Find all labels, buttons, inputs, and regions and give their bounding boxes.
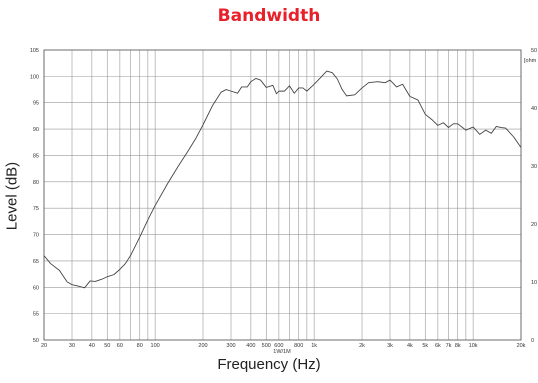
x-tick-label: 30	[69, 343, 75, 349]
y2-tick-label: 10	[531, 280, 537, 286]
y2-tick-label: 20	[531, 222, 537, 228]
x-tick-labels: 20 30 40 50 60 80 100 200 300 400 500 600 800 1k 2k 3k 4…	[41, 343, 526, 349]
x-tick-label: 6k	[435, 343, 441, 349]
y2-tick-labels: 0 10 20 30 40 50	[531, 48, 537, 344]
y-tick-label: 60	[33, 285, 39, 291]
x-tick-label: 500	[262, 343, 271, 349]
x-tick-label: 200	[198, 343, 207, 349]
x-tick-label: 4k	[407, 343, 413, 349]
y-tick-label: 85	[33, 153, 39, 159]
x-tick-label: 8k	[455, 343, 461, 349]
y-tick-labels: 50 55 60 65 70 75 80 85 90 95 100 105	[30, 48, 39, 344]
x-axis-note: 1W/1M	[273, 349, 291, 355]
y-tick-label: 105	[30, 48, 39, 54]
x-tick-label: 10k	[469, 343, 478, 349]
y2-tick-label: 50	[531, 48, 537, 54]
x-tick-label: 800	[294, 343, 303, 349]
grid-lines	[43, 49, 522, 341]
y2-tick-label: 0	[531, 338, 534, 344]
y-tick-label: 65	[33, 259, 39, 265]
x-tick-label: 600	[274, 343, 283, 349]
x-axis-label: Frequency (Hz)	[217, 356, 321, 373]
y-tick-label: 95	[33, 101, 39, 107]
y2-tick-label: 30	[531, 164, 537, 170]
y2-tick-label: 40	[531, 106, 537, 112]
x-tick-label: 80	[137, 343, 143, 349]
plot-frame	[43, 49, 522, 341]
x-tick-label: 300	[226, 343, 235, 349]
x-tick-label: 1k	[311, 343, 317, 349]
x-tick-label: 5k	[422, 343, 428, 349]
x-tick-label: 100	[151, 343, 160, 349]
x-tick-label: 20	[41, 343, 47, 349]
y-tick-label: 90	[33, 127, 39, 133]
x-tick-label: 2k	[359, 343, 365, 349]
series-line	[43, 70, 522, 289]
y-tick-label: 100	[30, 74, 39, 80]
x-tick-label: 3k	[387, 343, 393, 349]
x-tick-label: 20k	[517, 343, 526, 349]
y2-unit-label: [ohm	[524, 58, 537, 64]
x-tick-label: 40	[89, 343, 95, 349]
x-tick-label: 7k	[446, 343, 452, 349]
page-title: Bandwidth	[217, 6, 321, 26]
y-tick-label: 70	[33, 233, 39, 239]
x-tick-label: 50	[104, 343, 110, 349]
x-tick-label: 60	[117, 343, 123, 349]
x-tick-label: 400	[246, 343, 255, 349]
y-tick-label: 75	[33, 206, 39, 212]
y-tick-label: 50	[33, 338, 39, 344]
y-tick-label: 80	[33, 180, 39, 186]
y-tick-label: 55	[33, 312, 39, 318]
